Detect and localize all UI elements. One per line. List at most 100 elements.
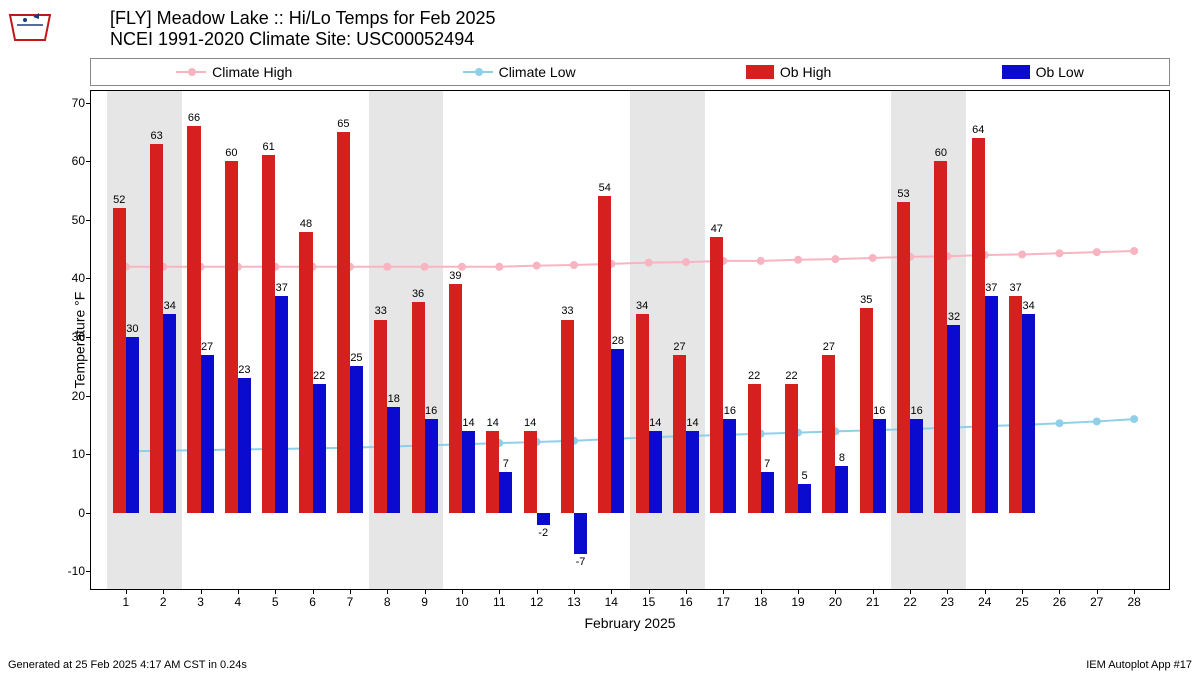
ob-high-label: 27 [673,341,685,353]
xtick-label: 16 [679,595,692,609]
ytick-label: 50 [72,213,85,227]
ob-low-bar [499,472,512,513]
climate-high-line-marker [869,254,877,262]
xtick-label: 2 [160,595,167,609]
ob-low-bar [985,296,998,513]
ob-low-bar [798,484,811,513]
ob-high-label: 37 [1009,282,1021,294]
ob-low-label: 32 [948,311,960,323]
ob-high-label: 14 [487,417,499,429]
ob-high-bar [113,208,126,513]
ob-low-label: 30 [126,323,138,335]
title-line-2: NCEI 1991-2020 Climate Site: USC00052494 [110,29,496,50]
climate-high-line-marker [831,255,839,263]
ob-low-bar [425,419,438,513]
ob-high-bar [412,302,425,513]
climate-high-line-marker [570,261,578,269]
chart-area: Climate High Climate Low Ob High Ob Low … [90,58,1170,618]
ob-low-label: 16 [910,405,922,417]
ob-low-label: 14 [649,417,661,429]
ytick-label: 20 [72,389,85,403]
climate-low-line-marker [1055,419,1063,427]
xtick-label: 17 [717,595,730,609]
xtick-label: 22 [903,595,916,609]
xtick-label: 3 [197,595,204,609]
xtick-label: 19 [791,595,804,609]
plot-area: Temperature °F February 2025 -1001020304… [90,90,1170,590]
ob-low-bar [462,431,475,513]
climate-high-line-marker [794,256,802,264]
ob-high-bar [374,320,387,513]
ob-low-label: 22 [313,370,325,382]
iem-logo [5,5,55,45]
legend-label-ob-high: Ob High [780,64,831,80]
xtick-label: 10 [455,595,468,609]
footer-app: IEM Autoplot App #17 [1086,659,1192,671]
ob-high-bar [860,308,873,513]
ob-high-bar [524,431,537,513]
xtick-label: 13 [567,595,580,609]
ob-high-label: 60 [225,147,237,159]
ytick-label: 60 [72,154,85,168]
ob-low-label: 16 [724,405,736,417]
ob-low-label: 27 [201,341,213,353]
ob-high-bar [262,155,275,512]
ob-low-bar [1022,314,1035,513]
ytick-label: -10 [68,564,85,578]
ob-high-label: 63 [151,130,163,142]
ob-high-bar [785,384,798,513]
xtick-label: 4 [235,595,242,609]
climate-high-line-marker [533,262,541,270]
climate-high-line-marker [645,259,653,267]
xtick-label: 25 [1015,595,1028,609]
xtick-label: 27 [1090,595,1103,609]
climate-high-line-marker [1018,250,1026,258]
ob-high-label: 27 [823,341,835,353]
ob-high-bar [934,161,947,513]
ytick-label: 0 [78,506,85,520]
chart-title: [FLY] Meadow Lake :: Hi/Lo Temps for Feb… [110,8,496,50]
ob-high-label: 39 [449,270,461,282]
climate-high-line-marker [383,263,391,271]
ob-high-label: 64 [972,124,984,136]
xtick-label: 5 [272,595,279,609]
ob-low-label: 14 [462,417,474,429]
ob-high-label: 61 [263,141,275,153]
xtick-label: 26 [1053,595,1066,609]
ob-high-bar [1009,296,1022,513]
climate-high-line-marker [1055,249,1063,257]
xtick-label: 1 [122,595,129,609]
xtick-label: 8 [384,595,391,609]
climate-high-line-marker [421,263,429,271]
xtick-label: 6 [309,595,316,609]
ob-low-label: 23 [238,364,250,376]
ob-low-bar [761,472,774,513]
legend-label-climate-high: Climate High [212,64,292,80]
ob-low-label: 37 [276,282,288,294]
xtick-label: 14 [605,595,618,609]
ob-high-label: 66 [188,112,200,124]
xtick-label: 12 [530,595,543,609]
ob-low-bar [387,407,400,512]
climate-low-line-marker [1093,417,1101,425]
legend-climate-high: Climate High [176,64,292,80]
xtick-label: 18 [754,595,767,609]
ob-high-label: 47 [711,223,723,235]
ob-high-bar [897,202,910,513]
ob-high-label: 34 [636,300,648,312]
xtick-label: 7 [347,595,354,609]
xtick-label: 15 [642,595,655,609]
ob-low-bar [873,419,886,513]
ob-low-label: 25 [350,352,362,364]
ob-high-label: 35 [860,294,872,306]
xtick-label: 28 [1127,595,1140,609]
ob-high-label: 54 [599,182,611,194]
ob-low-label: 34 [164,300,176,312]
ob-high-bar [598,196,611,512]
ob-high-label: 65 [337,118,349,130]
ob-low-bar [947,325,960,512]
ob-high-bar [337,132,350,513]
ob-low-bar [574,513,587,554]
ob-high-label: 14 [524,417,536,429]
ob-low-bar [350,366,363,512]
